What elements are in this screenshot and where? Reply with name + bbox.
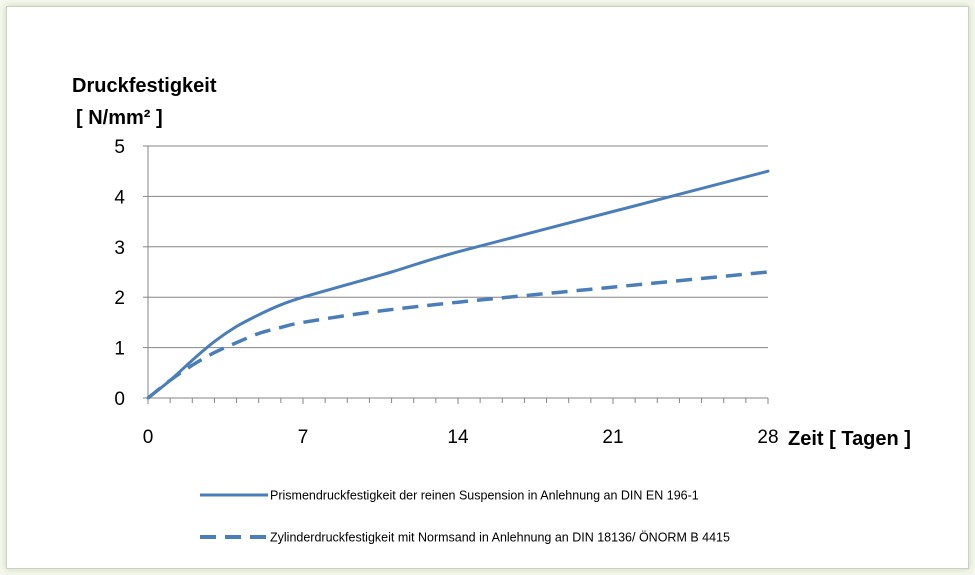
- y-axis-title-line1: Druckfestigkeit: [72, 75, 217, 97]
- legend-label-1: Prismendruckfestigkeit der reinen Suspen…: [270, 489, 699, 503]
- y-tick-label-4: 4: [114, 187, 125, 208]
- tick-labels: 0 1 2 3 4 5 0 7 14 21 28: [114, 137, 778, 448]
- x-tick-label-21: 21: [602, 427, 623, 448]
- y-axis-title-line2: [ N/mm² ]: [76, 107, 163, 129]
- legend-label-2: Zylinderdruckfestigkeit mit Normsand in …: [270, 531, 730, 545]
- series-line-1: [146, 169, 770, 400]
- x-tick-label-0: 0: [143, 427, 154, 448]
- y-tick-label-1: 1: [114, 339, 125, 360]
- x-tick-label-28: 28: [757, 427, 778, 448]
- axes: [143, 145, 769, 404]
- series-line-2: [146, 270, 769, 400]
- gridlines: [148, 145, 768, 349]
- y-tick-label-5: 5: [114, 137, 125, 158]
- y-tick-label-0: 0: [114, 389, 125, 410]
- y-tick-label-3: 3: [114, 238, 125, 259]
- x-tick-label-14: 14: [447, 427, 469, 448]
- x-tick-label-7: 7: [298, 427, 309, 448]
- legend: Prismendruckfestigkeit der reinen Suspen…: [200, 489, 730, 545]
- chart-frame: [6, 6, 969, 569]
- series-lines: [146, 169, 770, 400]
- x-axis-title: Zeit [ Tagen ]: [788, 428, 911, 450]
- y-tick-label-2: 2: [114, 288, 125, 309]
